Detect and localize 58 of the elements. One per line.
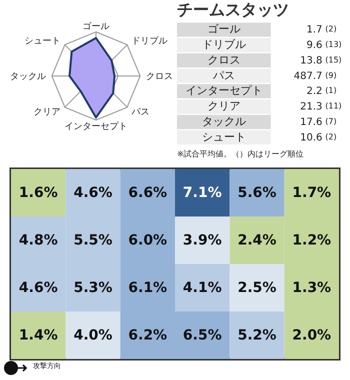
data-label: (2) [325,24,337,34]
data-label: 1.4% [18,327,58,344]
spoke-label: クリア [34,107,61,118]
spoke-label: タックル [10,72,46,82]
data-label: (11) [325,102,342,111]
data-label: 5.5% [74,232,112,248]
spoke-label: クロス [146,72,173,82]
data-label: (7) [325,117,337,126]
text: チームスタッツ [177,0,289,19]
data-label: 4.8% [18,232,58,248]
data-label: 17.6 [300,117,322,128]
data-label: 6.1% [128,280,168,296]
data-label: 21.3 [300,102,322,113]
data-label: 5.2% [238,327,276,344]
data-label: 4.6% [18,280,58,296]
category-label: クロス [207,53,240,66]
data-label: 4.1% [182,280,222,296]
spoke-label: ドリブル [131,36,168,47]
category-label: シュート [202,130,246,144]
data-label: 6.2% [128,327,168,344]
category-label: インターセプト [185,84,262,98]
category-label: ゴール [207,22,240,36]
data-label: 1.3% [292,280,332,296]
spoke-label: パス [130,107,150,118]
category-label: パス [212,68,235,82]
spoke-label: インターセプト [64,120,128,132]
spoke-label: ゴール [82,21,110,32]
data-label: 2.2 [306,86,322,98]
data-label: 13.8 [300,55,322,66]
data-label: 1.6% [18,184,58,201]
data-label: 10.6 [300,132,322,144]
data-label: 3.9% [182,232,222,248]
data-label: (9) [325,70,337,80]
data-label: (1) [325,86,337,96]
data-label: 2.0% [292,327,332,344]
data-label: 1.2% [292,232,332,248]
data-label: 6.5% [182,327,222,344]
data-label: 4.0% [74,327,112,344]
data-label: 6.6% [128,184,168,201]
data-label: 2.5% [238,280,276,296]
data-label: 4.6% [74,184,112,201]
data-label: 1.7% [292,184,332,201]
data-label: (15) [325,55,342,64]
data-label: 9.6 [306,40,322,52]
data-label: (13) [325,40,342,50]
data-label: 5.3% [74,280,112,296]
data-label: 6.0% [128,232,168,248]
data-label: (2) [325,132,337,142]
data-label: 5.6% [238,184,276,201]
text: ※試合平均値。（）内はリーグ順位 [177,149,304,158]
data-label: 7.1% [182,184,222,201]
data-label: 487.7 [294,70,322,82]
data-label: 1.7 [306,24,322,36]
category-label: タックル [202,115,246,128]
data-label: 2.4% [238,232,276,248]
category-label: ドリブル [202,38,246,52]
category-label: クリア [207,100,240,113]
spoke-label: シュート [24,36,61,47]
